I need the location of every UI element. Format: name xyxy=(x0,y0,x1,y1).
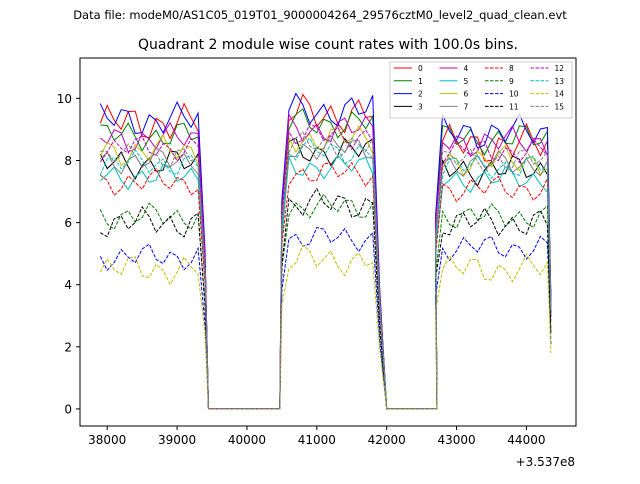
y-tick-label: 6 xyxy=(64,216,72,230)
legend-label-5: 5 xyxy=(464,77,469,86)
x-tick-label: 41000 xyxy=(298,433,336,447)
y-axis-ticks: 0 2 4 6 8 10 xyxy=(57,92,80,416)
series-line-11 xyxy=(100,187,552,410)
series-line-14 xyxy=(99,244,552,410)
x-tick-label: 38000 xyxy=(88,433,126,447)
series-line-15 xyxy=(100,131,552,410)
legend-label-13: 13 xyxy=(555,77,565,86)
x-tick-label: 43000 xyxy=(437,433,475,447)
x-tick-label: 39000 xyxy=(158,433,196,447)
x-tick-label: 40000 xyxy=(228,433,266,447)
legend-label-4: 4 xyxy=(464,64,469,73)
series-line-6 xyxy=(99,125,552,410)
series-line-2 xyxy=(99,92,552,410)
y-tick-label: 8 xyxy=(64,154,72,168)
series-line-0 xyxy=(99,93,552,410)
legend-label-15: 15 xyxy=(555,102,565,111)
legend-label-2: 2 xyxy=(418,90,423,99)
chart-title: Quadrant 2 module wise count rates with … xyxy=(138,37,518,53)
x-axis-offset-label: +3.537e8 xyxy=(516,455,575,469)
legend-label-1: 1 xyxy=(418,77,423,86)
legend-label-0: 0 xyxy=(418,64,423,73)
series-line-10 xyxy=(99,226,552,410)
legend-box xyxy=(389,61,573,119)
legend-label-3: 3 xyxy=(418,102,423,111)
legend-label-12: 12 xyxy=(555,64,565,73)
y-tick-label: 2 xyxy=(64,340,72,354)
legend-label-7: 7 xyxy=(464,102,469,111)
y-tick-label: 10 xyxy=(57,92,72,106)
series-line-9 xyxy=(99,193,552,410)
x-tick-label: 42000 xyxy=(368,433,406,447)
series-layer xyxy=(99,92,552,410)
legend-label-9: 9 xyxy=(509,77,514,86)
series-line-3 xyxy=(99,137,552,410)
series-line-13 xyxy=(99,137,552,410)
legend-label-10: 10 xyxy=(509,90,519,99)
series-line-7 xyxy=(99,134,552,410)
series-line-8 xyxy=(99,161,552,410)
suptitle: Data file: modeM0/AS1C05_019T01_90000042… xyxy=(73,8,567,22)
y-tick-label: 0 xyxy=(64,402,72,416)
axes-frame xyxy=(79,57,577,427)
legend-label-14: 14 xyxy=(555,90,565,99)
legend-label-11: 11 xyxy=(509,102,519,111)
series-line-5 xyxy=(99,154,552,410)
y-tick-label: 4 xyxy=(64,278,72,292)
series-line-12 xyxy=(99,123,552,410)
legend-label-6: 6 xyxy=(464,90,469,99)
legend-label-8: 8 xyxy=(509,64,514,73)
x-tick-label: 44000 xyxy=(507,433,545,447)
x-axis-ticks: 38000 39000 40000 41000 42000 43000 44000 xyxy=(88,426,545,447)
